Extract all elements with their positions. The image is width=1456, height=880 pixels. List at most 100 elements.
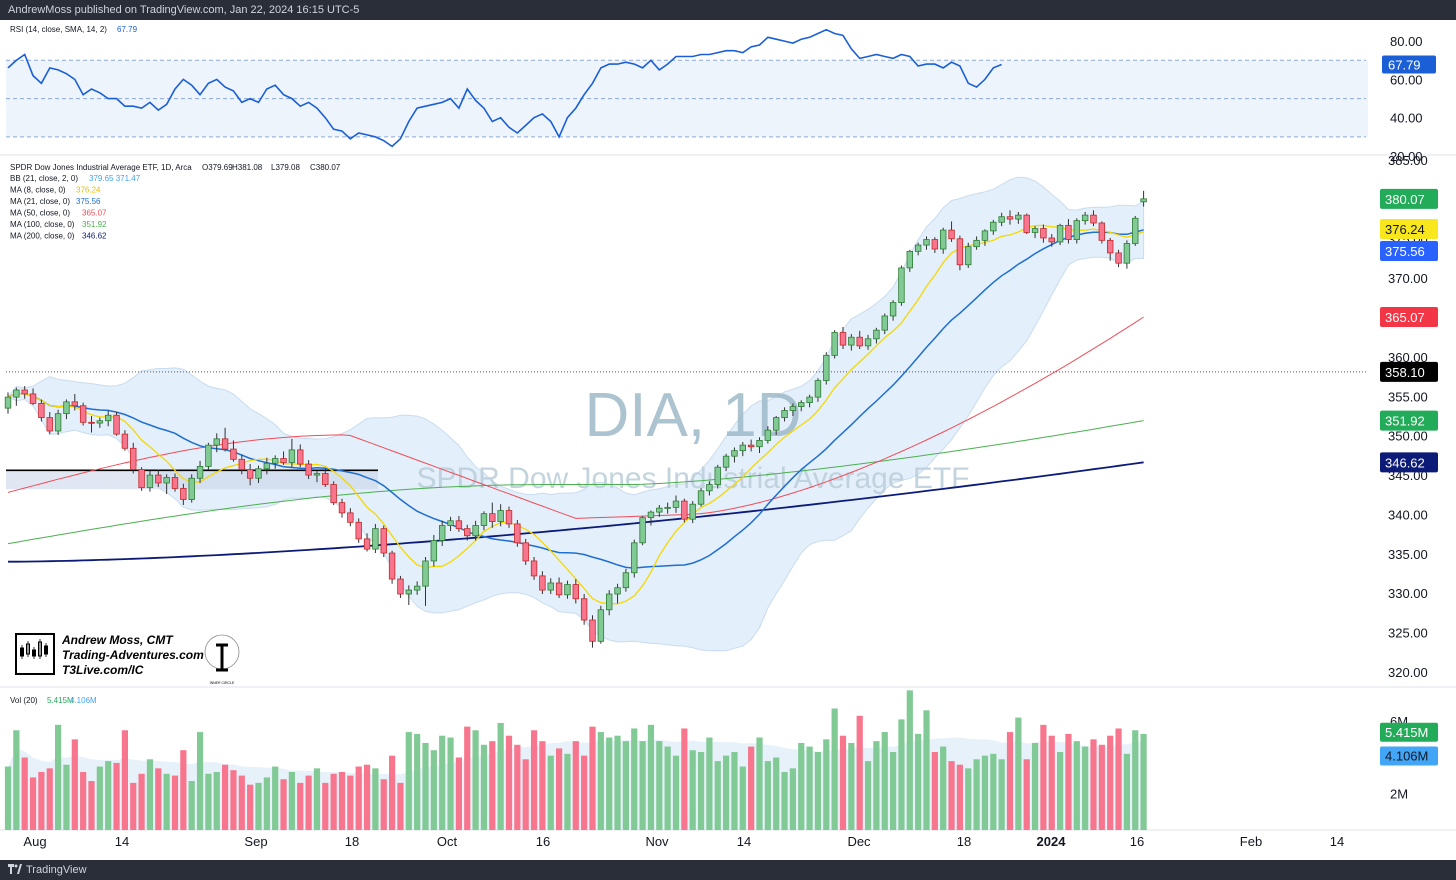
candle-body xyxy=(647,511,655,519)
volume-bar xyxy=(631,728,638,830)
candle-body xyxy=(455,520,463,530)
volume-bar xyxy=(697,752,705,830)
publish-bar: AndrewMoss published on TradingView.com,… xyxy=(0,0,1456,20)
candle xyxy=(138,467,145,491)
volume-bar xyxy=(505,735,513,830)
candle xyxy=(522,538,529,565)
volume-bar xyxy=(113,762,120,830)
candle xyxy=(1015,211,1022,224)
price-y-tick: 355.00 xyxy=(1388,389,1428,404)
volume-bar xyxy=(672,755,680,830)
volume-bar xyxy=(414,733,421,830)
candle-body xyxy=(405,589,412,595)
volume-bar xyxy=(1057,752,1064,830)
candle xyxy=(447,516,454,532)
volume-bar xyxy=(121,730,128,830)
candle-body xyxy=(756,440,763,448)
chart-canvas[interactable]: RSI (14, close, SMA, 14, 2) 67.79 80.00 60.… xyxy=(0,20,1456,860)
x-tick: Dec xyxy=(847,834,871,849)
candle xyxy=(180,483,187,506)
rsi-current-tag xyxy=(1382,55,1436,74)
candle xyxy=(973,236,980,250)
candle xyxy=(355,518,362,543)
candle xyxy=(322,468,329,487)
candle xyxy=(747,439,755,452)
candle-body xyxy=(931,239,939,250)
candle xyxy=(889,300,897,321)
candle xyxy=(739,441,746,457)
candle xyxy=(263,457,271,475)
candle xyxy=(1065,219,1072,244)
candle xyxy=(539,571,546,595)
candle xyxy=(472,520,479,541)
publish-text: AndrewMoss published on TradingView.com,… xyxy=(8,4,360,16)
candle-body xyxy=(1090,214,1097,224)
candle-body xyxy=(597,609,605,642)
volume-bar xyxy=(155,768,162,830)
price-y-tick: 370.00 xyxy=(1388,271,1428,286)
candle xyxy=(1031,226,1039,238)
inner-circle-badge-text: INNER CIRCLE xyxy=(210,681,235,685)
candle-body xyxy=(940,229,947,250)
candle xyxy=(1132,215,1139,246)
candle-body xyxy=(998,216,1005,223)
indicator-label: BB (21, close, 2, 0) xyxy=(10,174,78,183)
candle-body xyxy=(1023,214,1030,233)
x-tick: 14 xyxy=(1330,834,1344,849)
volume-bar xyxy=(338,771,346,830)
x-tick: 14 xyxy=(737,834,751,849)
price-tag xyxy=(1380,306,1438,327)
candle xyxy=(29,388,37,405)
volume-bar xyxy=(263,777,270,830)
candle xyxy=(564,580,571,599)
candle xyxy=(413,581,421,595)
rsi-legend-value: 67.79 xyxy=(117,25,138,34)
candle xyxy=(873,327,880,344)
candle xyxy=(430,534,438,567)
candle xyxy=(46,412,53,435)
volume-bar xyxy=(965,768,972,830)
rsi-current-tag-label: 67.79 xyxy=(1388,58,1421,73)
candle xyxy=(839,326,847,350)
candle xyxy=(848,334,855,351)
x-tick: 2024 xyxy=(1037,834,1067,849)
volume-bar xyxy=(764,761,771,830)
volume-bar xyxy=(297,782,304,830)
volume-bar xyxy=(238,775,245,830)
candle-body xyxy=(1132,217,1139,244)
candle xyxy=(580,594,588,625)
candle-body xyxy=(263,462,271,470)
volume-bar xyxy=(29,777,37,830)
candle-body xyxy=(831,332,838,356)
x-tick: 16 xyxy=(1130,834,1144,849)
candle xyxy=(990,219,997,235)
candle-body xyxy=(789,406,797,411)
author-box: Andrew Moss, CMTTrading-Adventures.comT3… xyxy=(15,633,240,685)
candle-body xyxy=(564,584,571,596)
candle xyxy=(1048,234,1055,247)
candle-body xyxy=(773,417,780,431)
candle-body xyxy=(706,484,713,492)
price-y-tick: 330.00 xyxy=(1388,586,1428,601)
volume-bar xyxy=(898,719,905,830)
volume-bar xyxy=(313,768,321,830)
volume-bar xyxy=(597,732,604,830)
candle xyxy=(96,417,104,428)
candle xyxy=(130,442,137,474)
indicator-label: MA (8, close, 0) xyxy=(10,186,66,195)
candle xyxy=(171,473,179,492)
volume-bar xyxy=(614,735,621,830)
price-tag xyxy=(1380,219,1438,240)
volume-bar xyxy=(80,771,87,830)
candle-body xyxy=(814,380,822,398)
candle-body xyxy=(1040,228,1047,239)
volume-bar xyxy=(455,757,462,830)
volume-bar xyxy=(138,773,145,830)
candle xyxy=(38,399,45,422)
candle-body xyxy=(848,336,855,346)
candle-body xyxy=(1048,237,1055,243)
candle-body xyxy=(113,414,120,435)
volume-bar xyxy=(1098,744,1105,830)
volume-bar xyxy=(981,755,989,830)
candle-body xyxy=(956,238,964,266)
